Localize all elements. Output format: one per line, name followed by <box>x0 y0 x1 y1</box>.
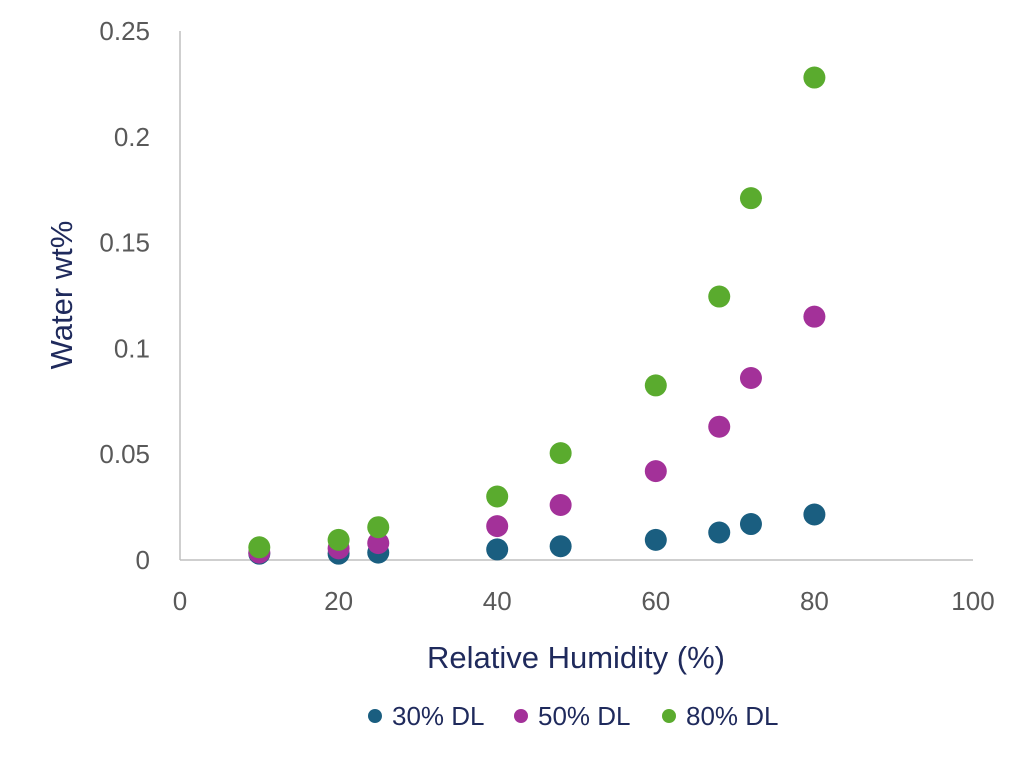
data-point-series-2 <box>367 532 390 555</box>
data-point-series-3 <box>248 536 271 559</box>
data-point-series-3 <box>549 442 572 465</box>
data-point-series-3 <box>803 66 826 89</box>
y-tick-label: 0.25 <box>99 16 150 46</box>
y-tick-labels: 0 0.05 0.1 0.15 0.2 0.25 <box>99 16 150 575</box>
legend-label: 80% DL <box>686 701 779 731</box>
x-tick-label: 80 <box>800 586 829 616</box>
data-point-series-1 <box>739 513 762 536</box>
x-tick-labels: 0 20 40 60 80 100 <box>173 586 995 616</box>
data-point-series-3 <box>367 516 390 539</box>
data-point-series-2 <box>803 305 826 328</box>
data-point-series-1 <box>549 535 572 558</box>
axes <box>179 31 973 561</box>
legend: 30% DL 50% DL 80% DL <box>368 701 779 731</box>
data-point-series-3 <box>486 485 509 508</box>
x-tick-label: 40 <box>483 586 512 616</box>
y-tick-label: 0.1 <box>114 333 150 363</box>
data-point-series-3 <box>327 528 350 551</box>
x-tick-label: 20 <box>324 586 353 616</box>
data-point-series-2 <box>644 460 667 483</box>
data-point-series-2 <box>708 415 731 438</box>
y-tick-label: 0.05 <box>99 439 150 469</box>
data-point-series-1 <box>486 538 509 561</box>
data-point-series-1 <box>708 521 731 544</box>
data-point-series-3 <box>739 187 762 210</box>
legend-label: 50% DL <box>538 701 631 731</box>
x-axis-title: Relative Humidity (%) <box>427 640 725 675</box>
data-points <box>248 66 826 565</box>
legend-marker <box>368 709 382 723</box>
y-tick-label: 0.2 <box>114 122 150 152</box>
x-tick-label: 100 <box>951 586 994 616</box>
data-point-series-3 <box>708 285 731 308</box>
y-axis-title: Water wt% <box>44 221 79 370</box>
legend-marker <box>514 709 528 723</box>
x-tick-label: 0 <box>173 586 187 616</box>
data-point-series-3 <box>644 374 667 397</box>
legend-label: 30% DL <box>392 701 485 731</box>
data-point-series-2 <box>486 515 509 538</box>
y-tick-label: 0 <box>136 545 150 575</box>
y-tick-label: 0.15 <box>99 228 150 258</box>
data-point-series-2 <box>739 367 762 390</box>
data-point-series-1 <box>644 528 667 551</box>
data-point-series-1 <box>803 503 826 526</box>
data-point-series-2 <box>549 493 572 516</box>
x-tick-label: 60 <box>641 586 670 616</box>
legend-marker <box>662 709 676 723</box>
